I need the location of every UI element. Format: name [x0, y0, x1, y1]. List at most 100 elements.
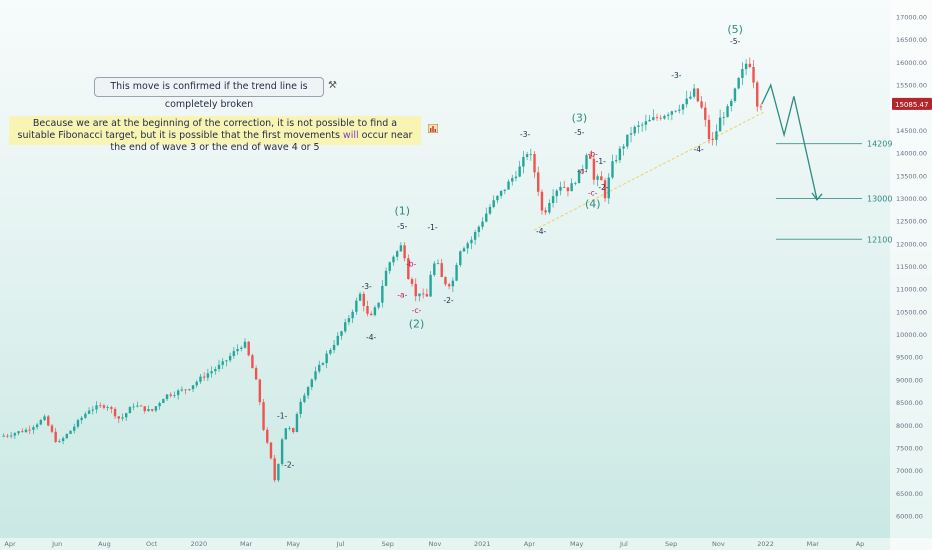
candle-body	[603, 180, 607, 199]
candle-body	[332, 344, 336, 350]
x-tick-label: Nov	[712, 540, 725, 548]
y-tick-label: 17000.00	[896, 14, 927, 22]
candle-body	[395, 251, 399, 257]
candle-body	[284, 428, 288, 440]
candle-body	[447, 284, 451, 287]
candle-body	[158, 403, 161, 407]
candle-body	[737, 78, 740, 89]
candle-body	[718, 117, 722, 132]
candle-body	[314, 371, 317, 380]
projection-path	[761, 83, 818, 200]
candle-body	[6, 435, 9, 437]
wave-label: -a-	[397, 290, 407, 299]
candle-body	[640, 124, 644, 126]
last-price-tag	[892, 97, 932, 110]
candle-body	[733, 88, 737, 101]
trend-break-note[interactable]: This move is confirmed if the trend line…	[94, 77, 324, 110]
candle-body	[132, 406, 135, 408]
candle-body	[336, 335, 339, 345]
candle-body	[689, 96, 692, 99]
wave-label: -3-	[520, 130, 530, 139]
candle-body	[236, 348, 239, 352]
candle-body	[366, 305, 369, 314]
candle-body	[748, 63, 752, 68]
candle-body	[459, 251, 462, 266]
wave-label: -1-	[596, 157, 606, 166]
candle-body	[525, 154, 529, 157]
candle-body	[80, 417, 83, 421]
candle-body	[414, 283, 417, 297]
candle-body	[32, 427, 35, 430]
chart-icon[interactable]	[428, 124, 438, 133]
candle-body	[84, 413, 87, 418]
y-tick-label: 16000.00	[896, 59, 927, 67]
wave-label: -1-	[277, 411, 287, 420]
candle-body	[91, 409, 94, 411]
candle-body	[176, 390, 180, 396]
wave-label: (2)	[409, 318, 425, 331]
wave-label: (5)	[727, 23, 743, 36]
candle-body	[670, 111, 674, 115]
candle-body	[262, 402, 265, 430]
candle-body	[574, 183, 577, 184]
candle-body	[473, 232, 477, 240]
candle-body	[511, 178, 514, 182]
candle-body	[306, 387, 310, 396]
candle-body	[392, 256, 395, 263]
candle-body	[533, 153, 536, 173]
candle-body	[199, 376, 202, 382]
candle-body	[254, 368, 258, 380]
candle-body	[548, 203, 551, 213]
candle-body	[388, 262, 391, 271]
candle-body	[358, 293, 362, 301]
candle-body	[592, 158, 596, 180]
wave-label: -a-	[577, 167, 587, 176]
candle-body	[76, 420, 80, 427]
candle-body	[202, 376, 206, 378]
candle-body	[544, 210, 547, 213]
wave-label: -4-	[536, 227, 546, 236]
candle-body	[700, 101, 703, 108]
candle-body	[139, 405, 143, 407]
candle-body	[399, 245, 403, 252]
candle-body	[277, 463, 280, 481]
candle-body	[611, 161, 614, 178]
wave-label: -5-	[397, 222, 407, 231]
candle-body	[436, 263, 440, 264]
y-tick-label: 16500.00	[896, 36, 927, 44]
candle-body	[514, 176, 518, 179]
x-tick-label: Ap	[856, 540, 865, 548]
wave-label: -1-	[427, 223, 437, 232]
projection-arrowhead	[811, 192, 823, 201]
candle-body	[247, 341, 250, 356]
candle-body	[28, 429, 31, 431]
candle-body	[210, 371, 213, 374]
candle-body	[310, 379, 314, 388]
candle-body	[128, 407, 132, 414]
candle-body	[195, 381, 198, 386]
candle-body	[563, 186, 566, 188]
candle-body	[240, 347, 243, 349]
x-tick-label: Mar	[240, 540, 253, 548]
wave-label: -b-	[588, 150, 598, 159]
wave-label: -c-	[412, 306, 422, 315]
candle-body	[95, 405, 98, 410]
pin-icon[interactable]: ⚒	[328, 80, 337, 91]
wave-label: (3)	[572, 111, 588, 124]
candle-body	[221, 361, 224, 365]
candle-body	[678, 109, 681, 111]
candle-body	[35, 424, 39, 428]
wave-label: -3-	[362, 282, 372, 291]
y-tick-label: 15500.00	[896, 82, 927, 90]
candle-body	[24, 429, 28, 433]
y-tick-label: 12000.00	[896, 240, 927, 248]
candle-body	[169, 394, 172, 396]
candle-body	[648, 119, 651, 122]
candle-body	[685, 98, 688, 105]
candle-body	[614, 160, 618, 162]
candle-body	[173, 395, 176, 396]
fibonacci-note[interactable]: Because we are at the beginning of the c…	[9, 116, 421, 153]
y-tick-label: 13500.00	[896, 172, 927, 180]
candle-body	[741, 69, 744, 79]
